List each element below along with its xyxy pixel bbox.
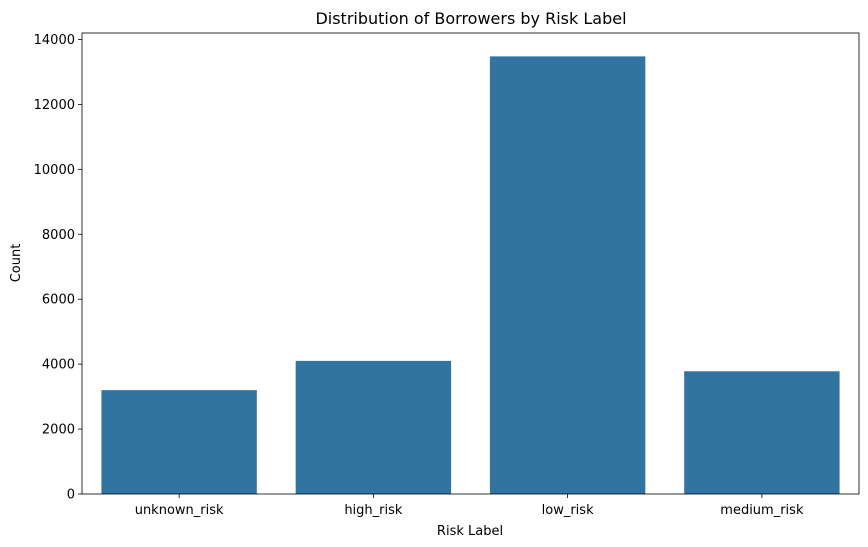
y-axis-label: Count — [9, 244, 24, 283]
bar-high_risk — [295, 360, 452, 494]
bars-group — [101, 56, 840, 495]
y-tick-label: 10000 — [34, 163, 75, 178]
x-tick-label: unknown_risk — [135, 503, 224, 518]
x-axis-label: Risk Label — [437, 524, 503, 539]
chart-title: Distribution of Borrowers by Risk Label — [315, 9, 626, 28]
y-tick-label: 4000 — [42, 358, 75, 373]
x-tick-label: medium_risk — [720, 503, 804, 518]
x-axis-ticks: unknown_risk high_risk low_risk medium_risk — [135, 494, 804, 518]
y-tick-label: 0 — [67, 488, 75, 503]
bar-unknown_risk — [101, 390, 257, 494]
plot-frame — [81, 32, 860, 495]
x-tick-label: low_risk — [542, 503, 594, 518]
y-tick-label: 6000 — [42, 293, 75, 308]
y-tick-label: 8000 — [42, 228, 75, 243]
x-tick-label: high_risk — [344, 503, 403, 518]
bar-low_risk — [489, 56, 646, 495]
y-axis-ticks: 0 2000 4000 6000 8000 10000 12000 14000 — [34, 33, 82, 503]
y-tick-label: 12000 — [34, 98, 75, 113]
y-tick-label: 2000 — [42, 423, 75, 438]
y-tick-label: 14000 — [34, 33, 75, 48]
bar-medium_risk — [684, 371, 840, 494]
